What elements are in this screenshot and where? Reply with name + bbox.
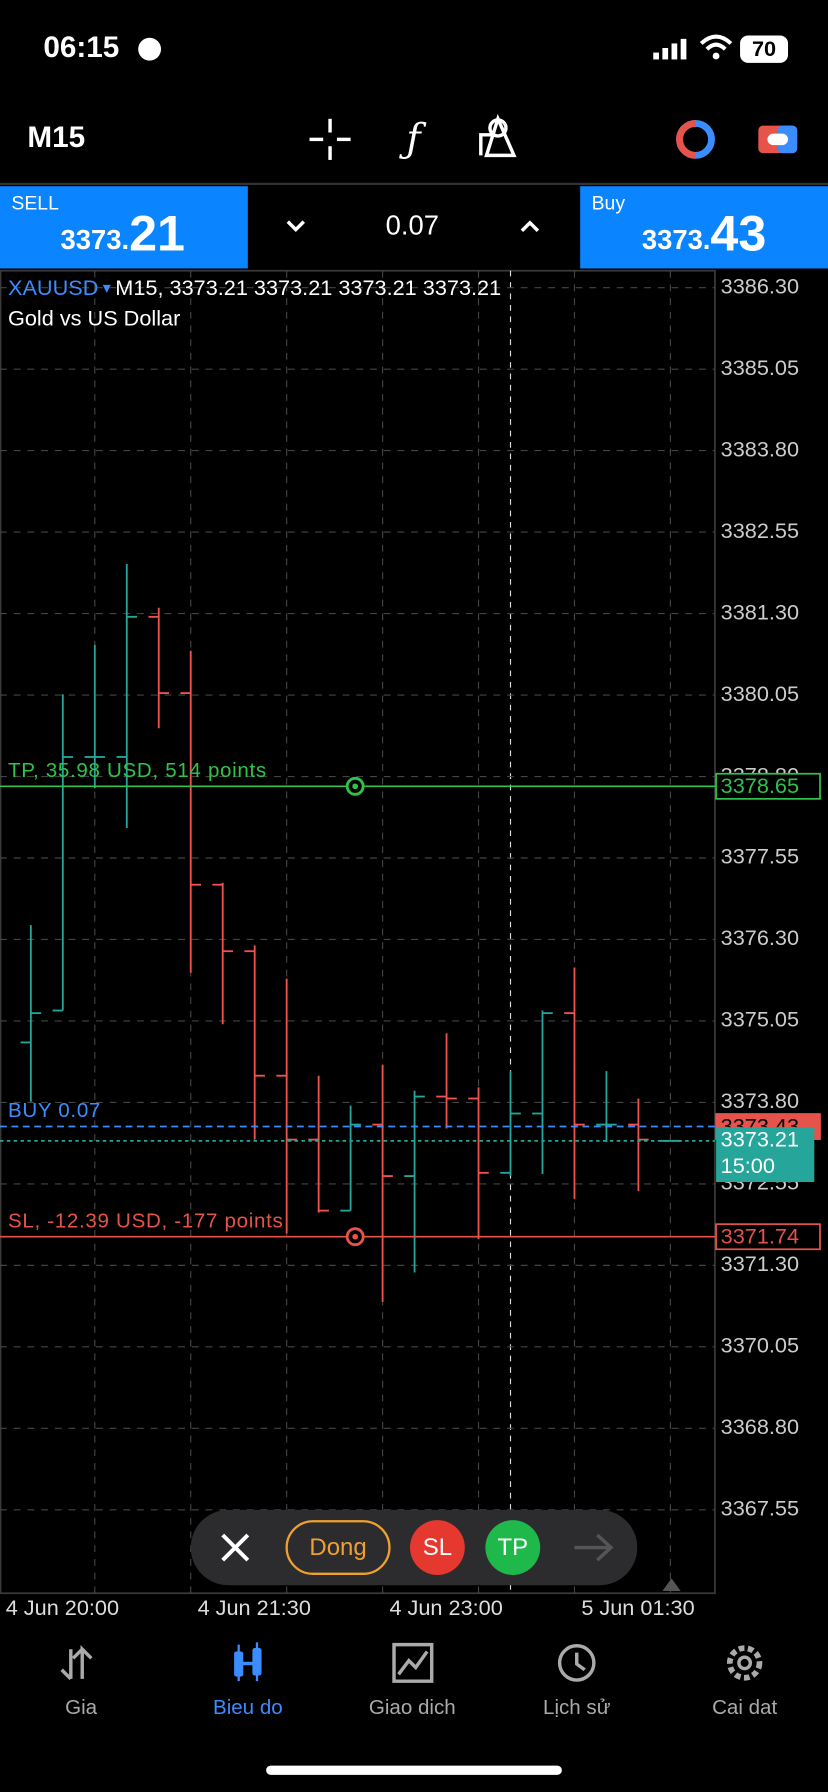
volume-down[interactable]	[286, 220, 306, 233]
sl-button[interactable]	[410, 1520, 465, 1575]
tab-icon	[726, 1645, 763, 1681]
sl-handle-dot	[352, 1233, 359, 1240]
y-tick-label: 3370.05	[721, 1333, 799, 1358]
y-tick-label: 3385.05	[721, 355, 799, 380]
y-tick-label: 3375.05	[721, 1007, 799, 1032]
next-button[interactable]	[574, 1533, 614, 1562]
objects-icon	[488, 118, 508, 138]
y-tick-label: 3373.80	[721, 1088, 799, 1113]
tab-icon-center	[737, 1655, 753, 1671]
sell-label: SELL	[11, 193, 59, 215]
tab-label[interactable]: Bieu do	[213, 1696, 283, 1719]
sl-tag	[715, 1223, 821, 1251]
status-icon	[138, 37, 162, 61]
tp-tag-label: 3378.65	[721, 773, 799, 798]
chart-frame	[0, 269, 716, 1595]
sell-price: 3373.21	[61, 206, 185, 262]
symbol-row: XAUUSD ▾ M15, 3373.21 3373.21 3373.21 33…	[8, 275, 501, 300]
bid-timer: 15:00	[721, 1153, 775, 1178]
y-tick-label: 3367.55	[721, 1496, 799, 1521]
sl-tag-label: 3371.74	[721, 1224, 799, 1249]
tp-label: TP	[497, 1534, 528, 1561]
clock: 06:15	[43, 31, 119, 64]
buy-button[interactable]	[580, 186, 828, 269]
volume[interactable]: 0.07	[386, 210, 439, 241]
sl-label: SL	[423, 1534, 452, 1561]
tab-label[interactable]: Giao dich	[369, 1696, 456, 1719]
tab-icon	[392, 1642, 434, 1683]
trade-icon-pill	[767, 133, 789, 146]
wifi-icon	[699, 34, 733, 51]
y-tick-label: 3376.30	[721, 925, 799, 950]
x-tick-label: 4 Jun 20:00	[6, 1595, 119, 1620]
tp-handle-dot	[352, 783, 359, 790]
buy-label: Buy	[592, 193, 626, 215]
tab-icon	[60, 1645, 93, 1681]
y-tick-label: 3371.30	[721, 1251, 799, 1276]
tp-label: TP, 35.98 USD, 514 points	[8, 759, 267, 782]
home-indicator	[266, 1765, 562, 1775]
tab-label[interactable]: Cai dat	[712, 1696, 777, 1719]
objects-button[interactable]	[479, 113, 517, 158]
tab-icon-hands	[575, 1652, 586, 1672]
cancel-button[interactable]	[221, 1533, 250, 1562]
timeframe-button[interactable]: M15	[27, 121, 85, 154]
bid-tag-label: 3373.21	[721, 1127, 799, 1152]
battery	[740, 35, 789, 63]
crosshair-button[interactable]	[309, 118, 351, 160]
y-tick-label: 3377.55	[721, 844, 799, 869]
buy-price: 3373.43	[642, 206, 766, 262]
wifi-dot	[712, 52, 720, 60]
sell-button[interactable]	[0, 186, 248, 269]
account-icon	[676, 119, 696, 159]
volume-up[interactable]	[520, 220, 540, 232]
y-tick-label: 3383.80	[721, 436, 799, 461]
y-tick-label: 3382.55	[721, 518, 799, 543]
tab-icon	[557, 1644, 596, 1682]
battery-level: 70	[752, 36, 776, 61]
x-tick-label: 4 Jun 21:30	[198, 1595, 311, 1620]
x-tick-label: 5 Jun 01:30	[581, 1595, 694, 1620]
y-tick-label: 3368.80	[721, 1414, 799, 1439]
tab-icon	[234, 1642, 262, 1682]
close-label: Dong	[309, 1534, 366, 1561]
tab-label[interactable]: Lịch sử	[543, 1696, 611, 1719]
buy-label: BUY 0.07	[8, 1099, 101, 1122]
sl-label: SL, -12.39 USD, -177 points	[8, 1209, 283, 1232]
symbol-description: Gold vs US Dollar	[8, 306, 180, 331]
y-tick-label: 3386.30	[721, 273, 799, 298]
chart: 3386.30 3385.05 3383.80 3382.55 3381.30 3380.…	[0, 270, 821, 1620]
y-tick-label: 3380.05	[721, 681, 799, 706]
scroll-marker	[662, 1578, 681, 1591]
bid-tag	[716, 1127, 815, 1182]
signal-icon	[653, 38, 687, 60]
x-tick-label: 4 Jun 23:00	[389, 1595, 502, 1620]
tp-button[interactable]	[485, 1520, 541, 1575]
tab-bar: Gia Bieu do Giao dich Lịch sử Cai dat	[60, 1642, 777, 1719]
close-button[interactable]	[285, 1520, 391, 1575]
tp-tag	[715, 772, 821, 800]
tab-label[interactable]: Gia	[65, 1696, 98, 1719]
y-tick-label: 3381.30	[721, 599, 799, 624]
